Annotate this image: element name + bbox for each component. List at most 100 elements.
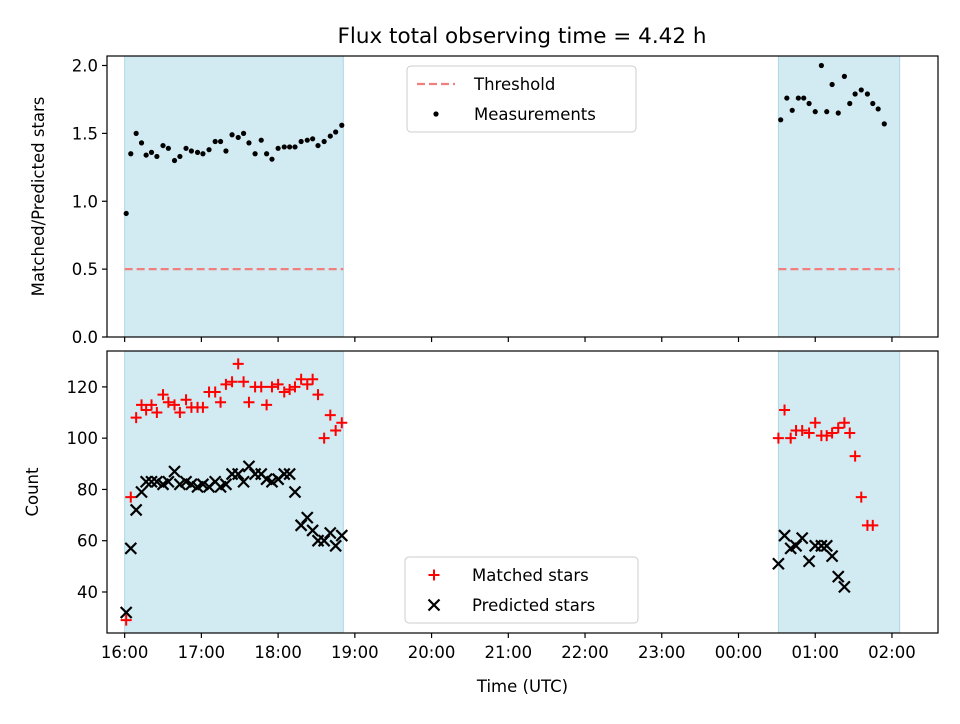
measurement-point	[806, 100, 812, 107]
measurement-point	[143, 152, 149, 158]
predicted-star-marker	[168, 465, 181, 478]
legend-2: Matched stars Predicted stars	[404, 556, 639, 624]
predicted-star-marker	[324, 526, 337, 540]
matched-star-marker	[324, 409, 336, 421]
measurement-point	[841, 73, 847, 79]
measurement-point	[829, 81, 835, 88]
predicted-star-marker	[825, 549, 839, 563]
matched-star-marker	[826, 427, 838, 439]
matched-star-marker	[238, 376, 250, 388]
shaded-span-1	[124, 55, 344, 338]
measurement-point	[246, 140, 252, 146]
measurement-point	[188, 148, 195, 154]
measurement-point	[223, 148, 229, 154]
measurement-point	[327, 133, 333, 139]
series-measurements	[123, 62, 887, 217]
measurement-point	[298, 138, 304, 145]
predicted-star-marker	[772, 557, 785, 571]
measurement-point	[217, 138, 224, 145]
measurement-point	[801, 95, 807, 101]
y-tick-label: 120	[67, 378, 99, 397]
measurement-point	[154, 153, 160, 160]
x-tick-label: 21:00	[485, 643, 533, 662]
matched-star-marker	[120, 614, 132, 626]
y-tick-label: 2.0	[72, 57, 98, 76]
y-tick-label: 80	[77, 480, 98, 499]
matched-star-marker	[278, 386, 290, 398]
measurement-point	[138, 140, 145, 146]
legend-label: Threshold	[473, 75, 555, 94]
predicted-star-marker	[139, 475, 153, 489]
x-tick-label: 17:00	[178, 643, 226, 662]
legend-matched-swatch	[428, 569, 440, 581]
x-tick-label: 01:00	[791, 643, 839, 662]
measurement-point	[870, 100, 876, 107]
measurement-point	[258, 137, 264, 143]
predicted-star-marker	[231, 467, 245, 481]
measurement-point	[858, 87, 864, 93]
predicted-star-marker	[162, 475, 175, 489]
matched-star-marker	[151, 407, 163, 419]
predicted-star-marker	[820, 539, 834, 553]
measurement-point	[835, 110, 841, 116]
measurement-point	[881, 121, 887, 127]
legend-box	[406, 65, 637, 133]
measurement-point	[304, 137, 310, 143]
measurement-point	[212, 138, 218, 145]
measurement-point	[171, 157, 178, 164]
predicted-star-marker	[306, 524, 319, 537]
measurement-point	[795, 95, 801, 101]
matched-star-marker	[261, 399, 273, 411]
measurement-point	[864, 91, 871, 97]
legend-predicted-swatch	[427, 598, 441, 612]
x-tick-label: 16:00	[101, 643, 149, 662]
legend-measurements-swatch	[433, 111, 439, 117]
legend-box	[404, 556, 639, 624]
measurement-point	[292, 144, 298, 150]
panel-1: 0.0 0.5 1.0 1.5 2.0 Matched/Predicted stars Th…	[29, 55, 939, 347]
measurement-point	[194, 149, 201, 155]
matched-star-marker	[157, 389, 169, 401]
matched-star-marker	[130, 412, 142, 424]
matched-star-marker	[226, 376, 238, 388]
matched-star-marker	[266, 381, 278, 393]
measurement-point	[818, 62, 824, 69]
predicted-star-marker	[300, 511, 314, 524]
y-tick-label: 0.0	[72, 328, 98, 347]
measurement-point	[148, 149, 155, 155]
x-tick-label: 23:00	[638, 643, 686, 662]
matched-star-marker	[838, 417, 850, 429]
axes-frame-1	[106, 55, 939, 338]
matched-star-marker	[289, 381, 301, 393]
x-tick-label: 19:00	[331, 643, 379, 662]
matched-star-marker	[796, 424, 808, 436]
predicted-star-marker	[277, 467, 291, 481]
series-predicted-stars	[119, 460, 851, 619]
matched-star-marker	[785, 432, 797, 444]
measurement-point	[206, 147, 212, 153]
measurement-point	[128, 151, 134, 157]
matched-star-marker	[169, 399, 181, 411]
matched-star-marker	[318, 432, 330, 444]
measurement-point	[287, 144, 293, 150]
predicted-star-marker	[145, 475, 158, 489]
x-tick-label: 02:00	[868, 643, 916, 662]
predicted-star-marker	[119, 606, 133, 619]
measurement-point	[847, 100, 853, 107]
y-tick-label: 1.0	[72, 192, 98, 211]
plots-group: 0.0 0.5 1.0 1.5 2.0 Matched/Predicted stars Th…	[23, 55, 939, 696]
measurement-point	[875, 106, 881, 112]
measurement-point	[812, 109, 818, 115]
matched-star-marker	[125, 491, 137, 503]
y-axis-label: Matched/Predicted stars	[29, 97, 48, 297]
matched-star-marker	[220, 378, 232, 390]
predicted-star-marker	[219, 478, 233, 491]
matched-star-marker	[307, 373, 319, 385]
measurement-point	[165, 145, 171, 151]
measurement-point	[275, 145, 281, 151]
measurement-point	[333, 129, 339, 135]
y-tick-label: 60	[77, 532, 98, 551]
y-tick-label: 1.5	[72, 124, 98, 143]
predicted-star-marker	[335, 529, 349, 542]
